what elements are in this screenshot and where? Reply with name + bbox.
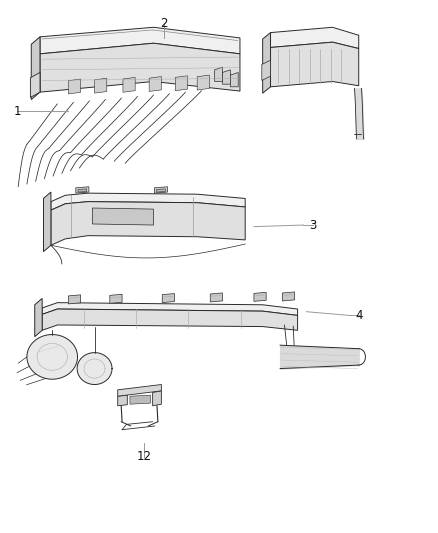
Polygon shape: [51, 201, 245, 245]
Polygon shape: [27, 335, 78, 379]
Polygon shape: [118, 395, 127, 406]
Polygon shape: [68, 79, 81, 94]
Polygon shape: [175, 76, 187, 91]
Polygon shape: [95, 78, 107, 93]
Text: 4: 4: [355, 309, 363, 322]
Polygon shape: [271, 42, 359, 87]
Polygon shape: [210, 293, 223, 302]
Polygon shape: [283, 292, 294, 301]
Polygon shape: [152, 391, 161, 406]
Polygon shape: [263, 33, 271, 93]
Polygon shape: [42, 309, 297, 330]
Polygon shape: [68, 295, 81, 304]
Polygon shape: [31, 37, 40, 100]
Polygon shape: [123, 77, 135, 92]
Polygon shape: [230, 72, 238, 87]
Text: 12: 12: [136, 450, 152, 463]
Polygon shape: [77, 353, 112, 384]
Polygon shape: [76, 187, 89, 193]
Polygon shape: [43, 192, 51, 252]
Polygon shape: [42, 303, 297, 316]
Polygon shape: [110, 294, 122, 303]
Polygon shape: [162, 294, 174, 303]
Polygon shape: [271, 27, 359, 49]
Text: 1: 1: [14, 105, 21, 118]
Polygon shape: [40, 27, 240, 54]
Polygon shape: [118, 384, 161, 396]
Polygon shape: [254, 292, 266, 301]
Polygon shape: [40, 43, 240, 92]
Polygon shape: [51, 193, 245, 210]
Polygon shape: [215, 67, 223, 82]
Text: 3: 3: [309, 219, 317, 231]
Polygon shape: [154, 187, 167, 193]
Polygon shape: [35, 298, 42, 337]
Polygon shape: [92, 208, 153, 225]
Polygon shape: [197, 75, 209, 90]
Polygon shape: [156, 189, 165, 192]
Polygon shape: [130, 395, 150, 404]
Polygon shape: [30, 72, 40, 98]
Polygon shape: [262, 60, 271, 80]
Polygon shape: [78, 189, 87, 192]
Polygon shape: [223, 70, 230, 84]
Polygon shape: [149, 77, 161, 92]
Text: 2: 2: [160, 17, 167, 29]
